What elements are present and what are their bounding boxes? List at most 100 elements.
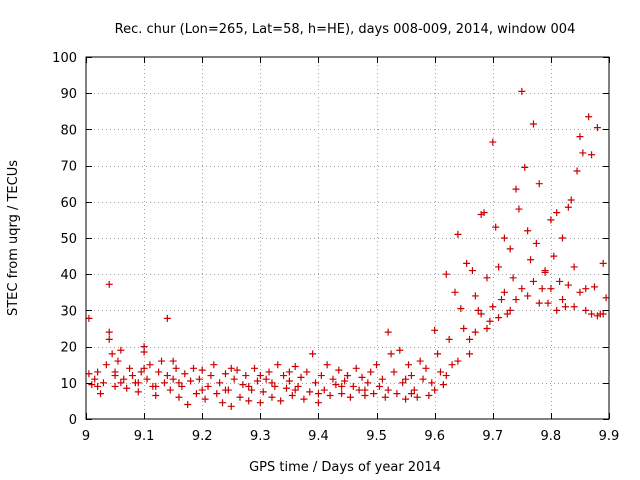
data-point (323, 361, 331, 369)
data-point (352, 364, 360, 372)
data-point (204, 382, 212, 390)
data-point (506, 306, 514, 314)
data-point (466, 350, 474, 358)
grid-layer (86, 57, 609, 419)
x-tick-label: 9.8 (541, 429, 562, 444)
data-point (454, 357, 462, 365)
data-point (117, 379, 125, 387)
data-point (187, 377, 195, 385)
data-point (143, 375, 151, 383)
data-point (593, 312, 601, 320)
x-tick-label: 9.3 (250, 429, 271, 444)
data-point (559, 234, 567, 242)
data-point (503, 310, 511, 318)
data-point (233, 366, 241, 374)
data-point (410, 386, 418, 394)
data-point (306, 388, 314, 396)
data-point (564, 281, 572, 289)
data-point (163, 372, 171, 380)
data-point (582, 306, 590, 314)
data-point (207, 372, 215, 380)
data-point (544, 299, 552, 307)
data-point (85, 314, 93, 322)
data-point (326, 391, 334, 399)
data-point (515, 205, 523, 213)
data-point (102, 361, 110, 369)
data-point (561, 303, 569, 311)
data-point (256, 399, 264, 407)
data-point (439, 381, 447, 389)
data-point (541, 267, 549, 275)
data-point (407, 390, 415, 398)
data-point (190, 364, 198, 372)
data-point (123, 384, 131, 392)
data-point (242, 372, 250, 380)
data-point (436, 368, 444, 376)
data-point (402, 395, 410, 403)
data-point (291, 386, 299, 394)
data-point (466, 335, 474, 343)
data-point (477, 310, 485, 318)
data-point (349, 382, 357, 390)
data-point (602, 294, 610, 302)
data-point (521, 163, 529, 171)
data-point (181, 370, 189, 378)
data-point (367, 368, 375, 376)
data-point (262, 375, 270, 383)
data-point (535, 299, 543, 307)
data-point (253, 377, 261, 385)
x-tick-label: 9.7 (482, 429, 503, 444)
data-point (320, 386, 328, 394)
data-point (529, 277, 537, 285)
data-point (585, 113, 593, 121)
points-layer (85, 87, 610, 410)
data-point (338, 382, 346, 390)
data-point (277, 397, 285, 405)
y-tick-label: 40 (60, 268, 77, 283)
data-point (442, 372, 450, 380)
data-point (556, 277, 564, 285)
data-point (111, 382, 119, 390)
data-point (358, 373, 366, 381)
data-point (559, 296, 567, 304)
data-point (245, 397, 253, 405)
data-point (483, 325, 491, 332)
data-point (573, 167, 581, 175)
data-point (227, 402, 235, 410)
data-point (471, 292, 479, 300)
data-point (492, 223, 500, 231)
data-point (312, 379, 320, 387)
data-point (128, 372, 136, 380)
data-point (451, 288, 459, 296)
data-point (489, 303, 497, 311)
data-point (527, 256, 535, 264)
data-point (384, 328, 392, 336)
data-point (216, 379, 224, 387)
x-tick-label: 9.9 (599, 429, 620, 444)
data-point (297, 373, 305, 381)
data-point (579, 149, 587, 157)
data-point (422, 364, 430, 372)
data-point (146, 361, 154, 369)
data-point (85, 370, 93, 378)
data-point (413, 393, 421, 401)
chart-title: Rec. chur (Lon=265, Lat=58, h=HE), days … (115, 22, 576, 37)
data-point (588, 310, 596, 318)
data-point (431, 326, 439, 334)
data-point (166, 386, 174, 394)
data-point (140, 348, 148, 356)
data-point (474, 306, 482, 314)
data-point (155, 368, 163, 376)
data-point (512, 185, 520, 193)
data-point (506, 245, 514, 253)
data-point (576, 133, 584, 141)
y-tick-label: 50 (60, 232, 77, 247)
data-point (425, 391, 433, 399)
data-point (134, 388, 142, 396)
data-point (373, 361, 381, 369)
data-point (588, 151, 596, 159)
data-point (442, 270, 450, 278)
data-point (486, 317, 494, 325)
data-point (463, 259, 471, 267)
